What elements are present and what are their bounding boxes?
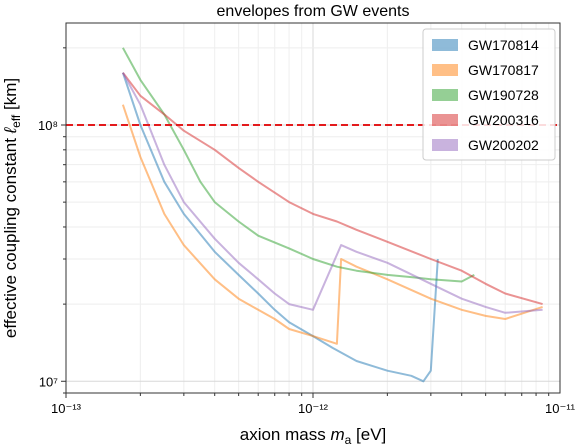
- legend-box: [422, 28, 556, 161]
- legend-label: GW200202: [468, 137, 539, 153]
- x-tick-label: 10⁻¹³: [51, 401, 82, 416]
- y-axis-label: effective coupling constant ℓeff [km]: [1, 78, 23, 338]
- legend-label: GW190728: [468, 87, 539, 103]
- series-line-gw170817: [121, 104, 543, 345]
- x-tick-label: 10⁻¹²: [298, 401, 329, 416]
- legend-label: GW200316: [468, 112, 539, 128]
- legend: GW170814 GW170817 GW190728 GW200316 GW200202: [422, 28, 556, 161]
- legend-swatch: [432, 89, 458, 101]
- y-tick-label: 10⁸: [38, 118, 58, 133]
- legend-label: GW170817: [468, 62, 539, 78]
- chart-title: envelopes from GW events: [217, 3, 410, 20]
- series-line-gw200202: [122, 72, 543, 314]
- legend-swatch: [432, 39, 458, 51]
- ticks: 10⁻¹³ 10⁻¹² 10⁻¹¹ 10⁷ 10⁸: [38, 47, 576, 416]
- y-tick-label: 10⁷: [39, 374, 58, 389]
- legend-swatch: [432, 114, 458, 126]
- x-axis-label: axion mass ma [eV]: [240, 425, 387, 446]
- series-line-gw170814: [121, 72, 439, 383]
- legend-swatch: [432, 139, 458, 151]
- legend-swatch: [432, 64, 458, 76]
- legend-label: GW170814: [468, 37, 539, 53]
- x-tick-label: 10⁻¹¹: [545, 401, 576, 416]
